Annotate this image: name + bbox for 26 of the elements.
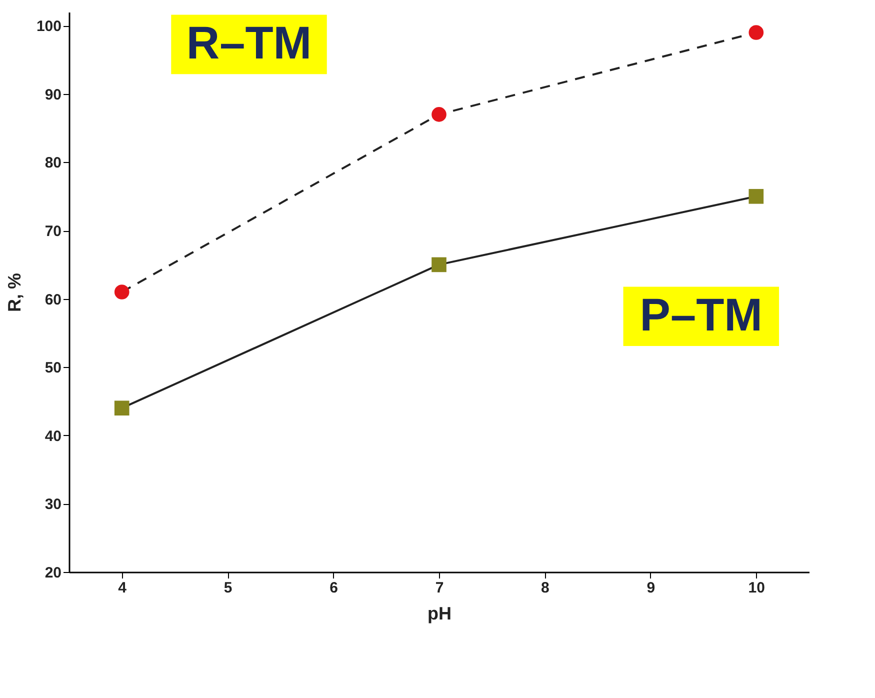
point [114,284,130,300]
x-tick-label: 8 [541,580,550,596]
point [748,188,764,204]
y-tick-label: 30 [44,496,62,514]
x-tick-label: 6 [330,580,338,596]
x-tick-label: 4 [118,580,128,596]
y-tick-label: 90 [44,86,62,104]
y-tick-label: 40 [44,428,62,445]
y-tick-label: 50 [44,360,62,377]
text: R–TM [186,16,312,68]
x-tick-label: 7 [435,580,444,596]
x-tick-label: 9 [646,580,656,596]
y-tick-label: 60 [44,291,62,308]
x-tick-label: 5 [224,580,232,596]
point [114,400,130,416]
y-tick-label: 80 [44,154,62,172]
x-axis-title: pH [428,604,452,624]
point [748,25,764,40]
y-axis-title: R, % [4,272,24,312]
point [432,257,446,272]
y-tick-label: 20 [44,564,62,582]
y-tick-label: 100 [36,18,62,36]
y-tick-label: 70 [44,223,62,240]
series-label: P–TM [640,288,762,340]
x-tick-label: 10 [748,580,765,596]
point [432,107,446,122]
